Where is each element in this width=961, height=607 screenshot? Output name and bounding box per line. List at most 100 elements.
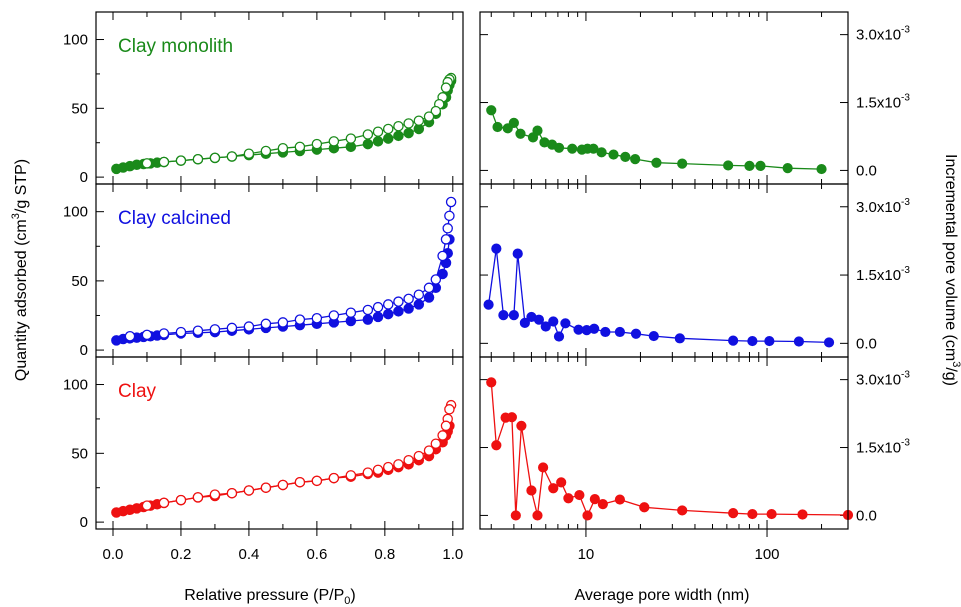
pore-panel-1: 0.0 1.5x10-3 3.0x10-3: [479, 183, 910, 358]
pore-point: [553, 331, 565, 342]
chart-panels: 0 50 100 Clay monolith 0 50 100 Clay calcined 0 5…: [63, 11, 910, 563]
y-tick-label: 50: [71, 100, 88, 117]
adsorption-point: [372, 136, 384, 147]
pore-point: [816, 163, 827, 175]
pore-point: [744, 160, 755, 171]
pore-line: [490, 382, 849, 518]
pore-point: [764, 335, 775, 347]
desorption-point: [444, 210, 455, 222]
adsorption-point: [403, 303, 414, 314]
panel-label: Clay: [118, 381, 157, 402]
y-tick-label: 0: [80, 342, 88, 359]
y-axis-title-right: Incremental pore volume (cm3/g): [942, 154, 961, 386]
desorption-point: [209, 489, 221, 500]
pore-point: [540, 321, 551, 332]
desorption-point: [158, 328, 170, 339]
pore-point: [515, 128, 526, 139]
desorption-point: [141, 158, 153, 169]
y-tick-label: 1.5x10-3: [856, 265, 910, 284]
desorption-point: [141, 500, 153, 511]
desorption-point: [141, 329, 153, 341]
desorption-point: [226, 151, 238, 162]
pore-point: [639, 502, 650, 513]
adsorption-point: [413, 299, 425, 310]
adsorption-point: [393, 130, 404, 142]
y-tick-label: 0.0: [856, 335, 877, 352]
desorption-point: [294, 141, 306, 153]
desorption-point: [403, 454, 414, 466]
pore-point: [548, 316, 559, 327]
desorption-point: [413, 289, 425, 300]
desorption-point: [372, 464, 384, 476]
panel-label: Clay calcined: [118, 208, 231, 229]
desorption-point: [277, 479, 289, 491]
desorption-point: [175, 155, 187, 166]
y-tick-label: 3.0x10-3: [856, 370, 910, 389]
pore-point: [614, 494, 625, 505]
pore-point: [508, 117, 519, 128]
x-axis-title-left: Relative pressure (P/P0): [184, 587, 356, 607]
adsorption-point: [362, 314, 374, 325]
desorption-point: [393, 120, 404, 132]
adsorption-point: [403, 127, 414, 139]
x-tick-label: 0.6: [306, 546, 327, 563]
x-tick-label: 0.0: [103, 546, 124, 563]
desorption-point: [124, 330, 136, 342]
pore-point: [508, 310, 519, 321]
y-tick-label: 100: [63, 204, 88, 221]
desorption-point: [430, 105, 442, 117]
y-tick-label: 3.0x10-3: [856, 197, 910, 216]
desorption-point: [393, 296, 404, 307]
pore-point: [516, 420, 527, 431]
pore-point: [526, 485, 537, 496]
pore-point: [677, 505, 688, 516]
desorption-point: [382, 123, 394, 135]
desorption-point: [311, 475, 323, 487]
pore-panel-2: 0.0 1.5x10-3 3.0x10-3: [479, 356, 910, 530]
pore-point: [766, 508, 777, 520]
y-tick-label: 1.5x10-3: [856, 93, 910, 112]
pore-point: [614, 326, 625, 338]
pore-point: [620, 151, 631, 162]
desorption-point: [345, 470, 357, 481]
desorption-point: [437, 250, 448, 262]
desorption-point: [260, 482, 272, 493]
desorption-point: [413, 450, 425, 462]
desorption-point: [382, 461, 394, 473]
pore-point: [506, 412, 517, 423]
pore-point: [747, 508, 758, 520]
desorption-point: [430, 438, 442, 449]
desorption-point: [226, 487, 238, 499]
desorption-point: [260, 318, 272, 330]
x-tick-label: 1.0: [442, 546, 463, 563]
pore-point: [512, 248, 523, 259]
pore-point: [538, 462, 549, 473]
desorption-point: [403, 293, 414, 305]
y-tick-label: 100: [63, 32, 88, 49]
desorption-point: [345, 307, 357, 318]
desorption-point: [192, 325, 204, 336]
pore-point: [510, 510, 521, 521]
pore-point: [723, 160, 734, 171]
desorption-point: [372, 126, 384, 137]
desorption-point: [442, 223, 453, 234]
desorption-point: [362, 304, 374, 316]
desorption-point: [440, 82, 452, 93]
panel-frame: [479, 356, 849, 530]
y-tick-label: 0: [80, 514, 88, 531]
x-tick-label: 0.4: [238, 546, 259, 563]
pore-point: [674, 333, 685, 344]
pore-point: [597, 499, 608, 510]
isotherm-panel-1: 0 50 100 Clay calcined: [63, 183, 464, 359]
pore-line: [487, 248, 830, 344]
pore-point: [589, 323, 600, 334]
pore-point: [782, 163, 793, 174]
desorption-point: [243, 485, 255, 496]
pore-point: [533, 314, 545, 325]
isotherm-panel-2: 0 50 100 Clay: [63, 356, 464, 531]
pore-point: [823, 337, 835, 348]
desorption-point: [158, 497, 170, 509]
adsorption-point: [423, 292, 435, 303]
panel-label: Clay monolith: [118, 36, 233, 57]
